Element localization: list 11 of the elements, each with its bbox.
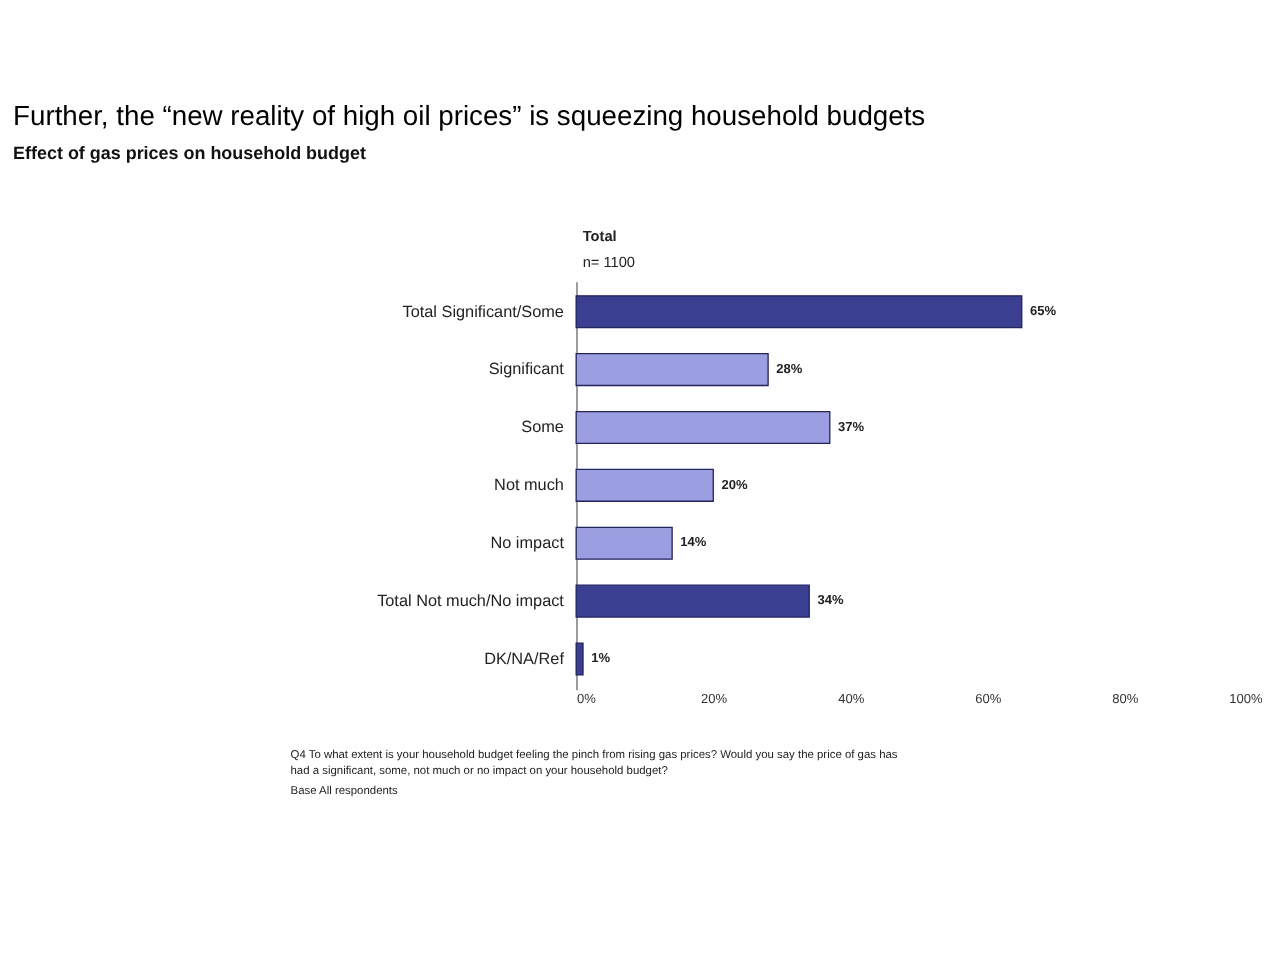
y-tick-label: Significant [488,360,566,379]
text: Total [582,226,617,245]
text: n= 1100 [582,252,635,271]
y-tick-label: Total Significant/Some [402,302,565,321]
y-tick-label: Some [521,418,565,437]
y-tick-label: Not much [494,476,564,495]
y-tick-label: Total Not much/No impact [377,592,566,611]
y-tick-label: DK/NA/Ref [484,649,566,668]
text: Effect of gas prices on household budget [13,142,366,163]
chart-title: Further, the “new reality of high oil prices” is squeezing household budgets [13,98,926,131]
y-tick-label: No impact [490,534,566,553]
